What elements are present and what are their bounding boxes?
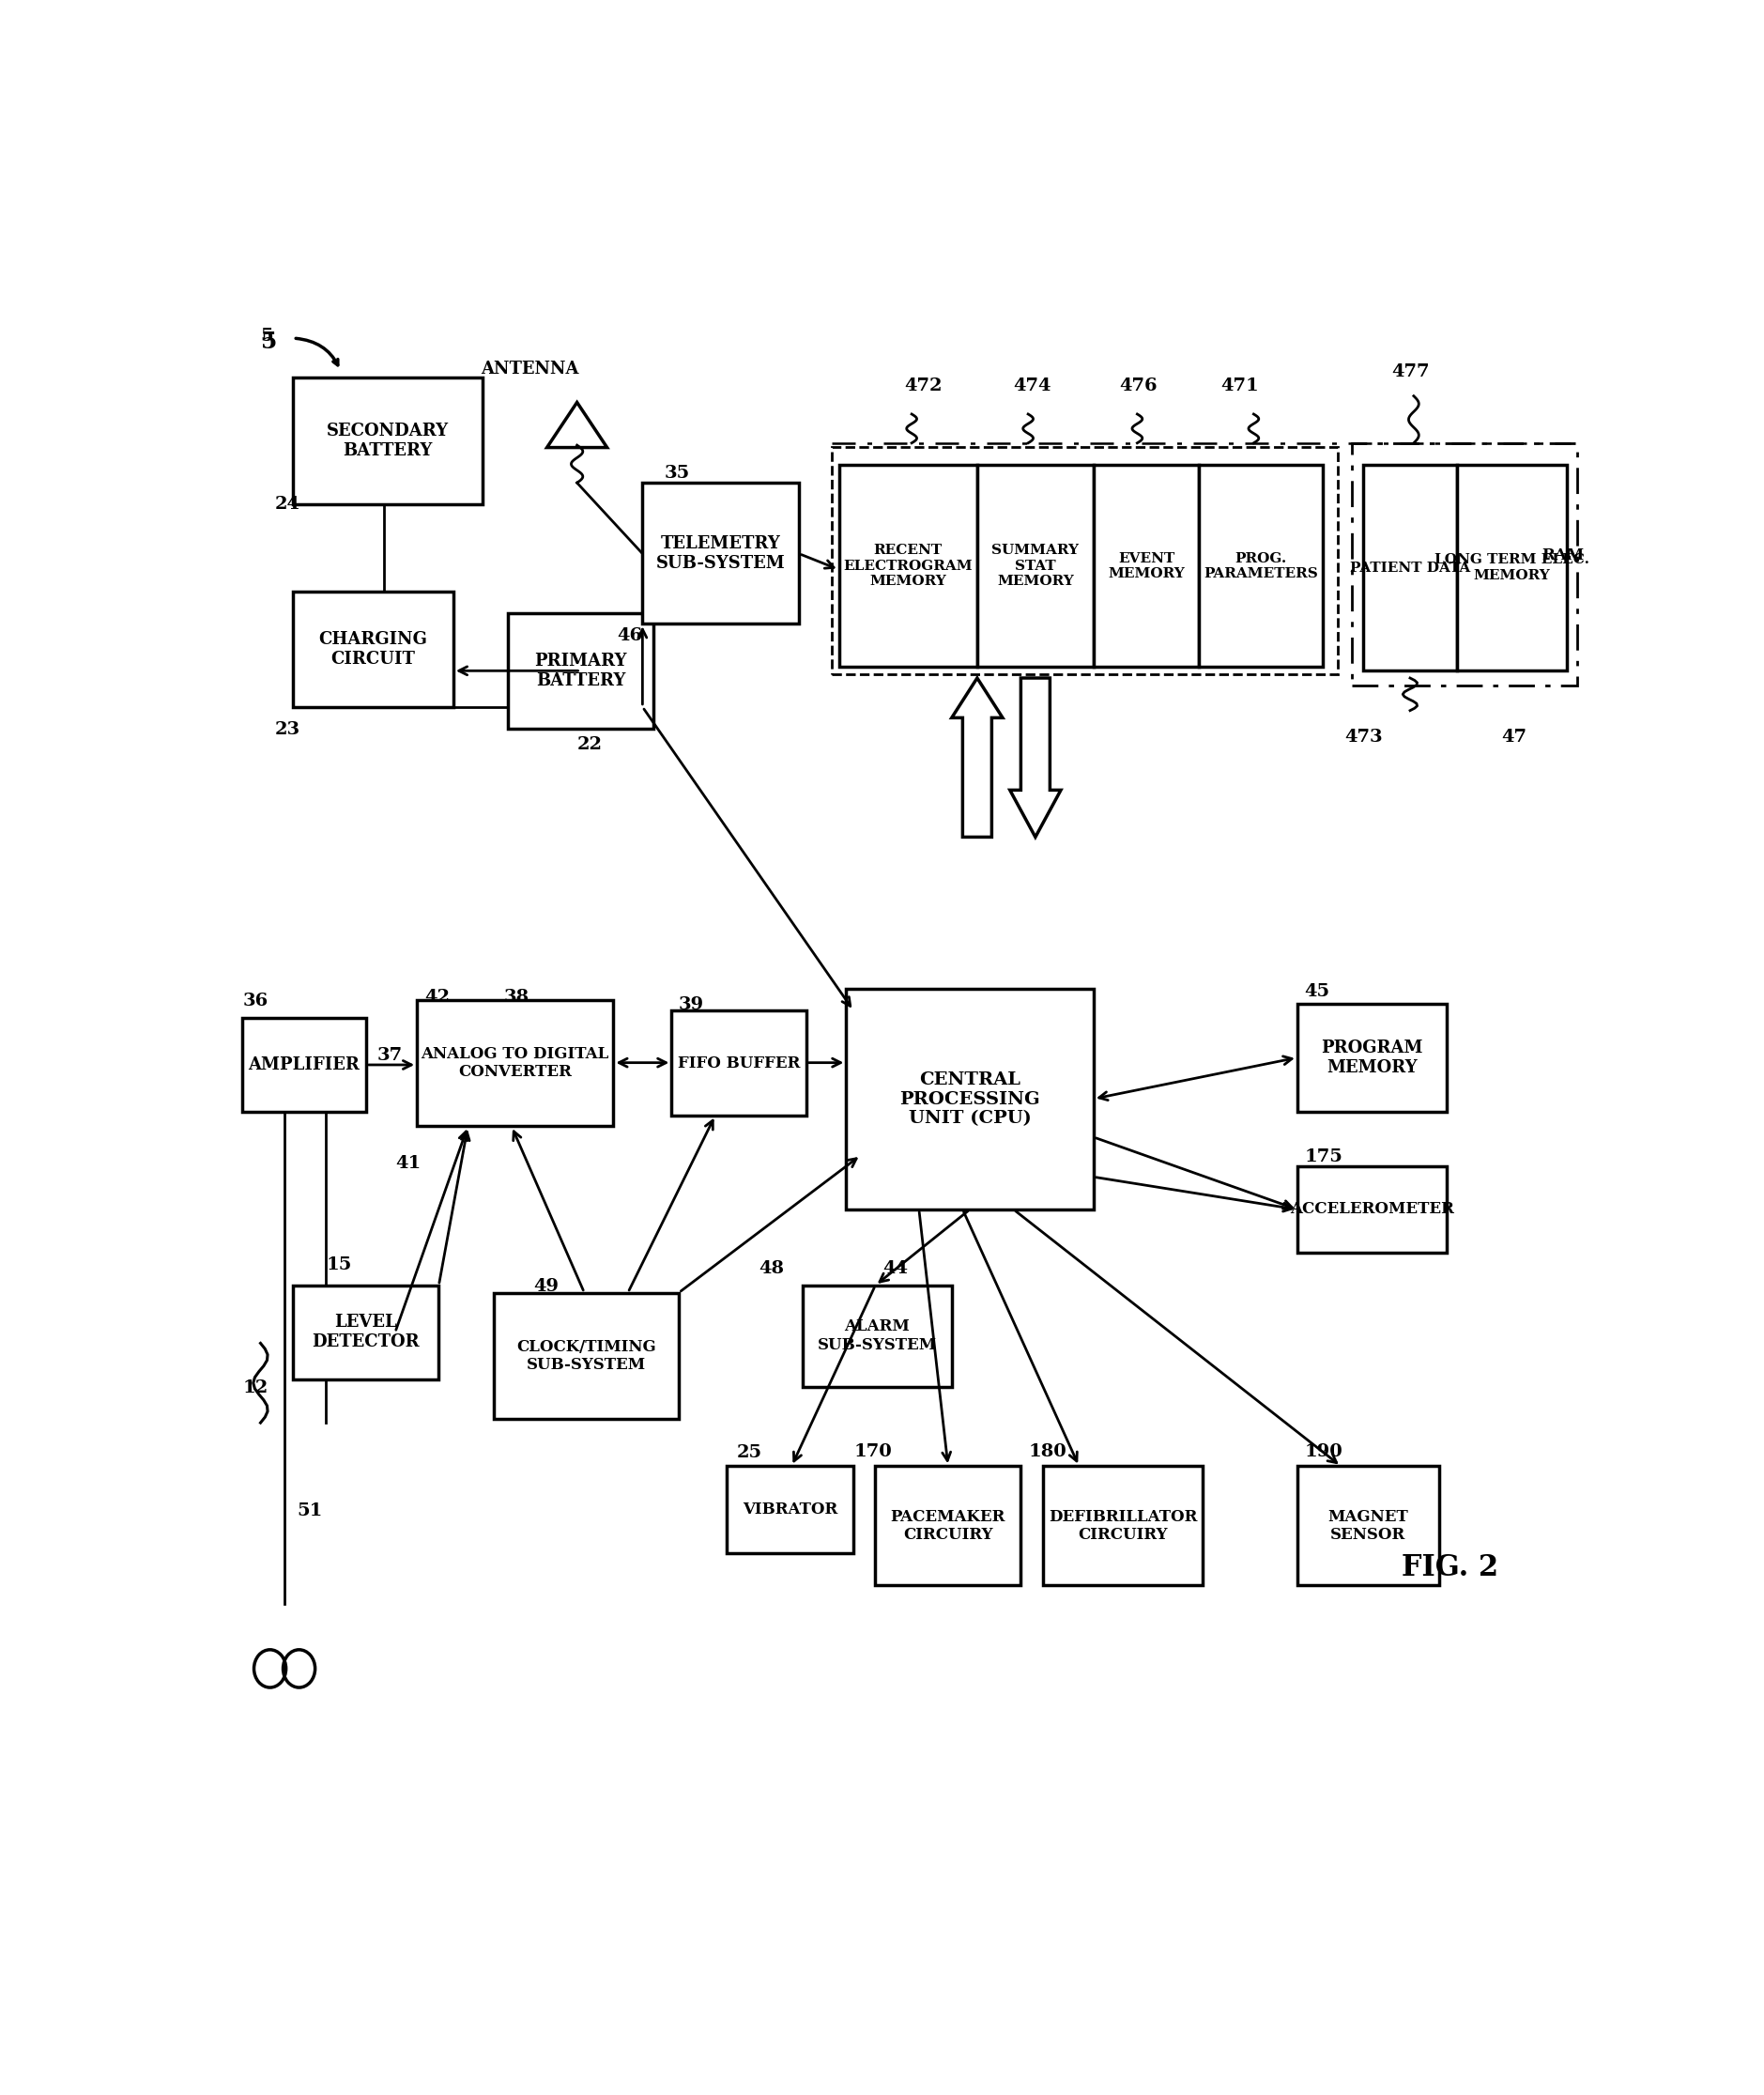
Text: 51: 51 [296,1502,323,1519]
Text: 170: 170 [854,1443,893,1460]
Bar [1043,1466,1203,1586]
Bar [1297,1466,1439,1586]
Text: 38: 38 [505,989,529,1006]
Text: 22: 22 [577,735,602,752]
Text: 24: 24 [275,497,300,513]
Text: 474: 474 [1014,377,1051,394]
Text: 48: 48 [759,1259,785,1278]
Text: VIBRATOR: VIBRATOR [743,1502,838,1517]
Text: PACEMAKER
CIRCUIRY: PACEMAKER CIRCUIRY [891,1508,1005,1544]
Text: ANALOG TO DIGITAL
CONVERTER: ANALOG TO DIGITAL CONVERTER [422,1045,609,1081]
Text: 45: 45 [1305,983,1330,999]
Text: 47: 47 [1501,729,1526,746]
Bar [508,614,653,729]
Bar [1364,465,1457,670]
Text: 190: 190 [1305,1443,1342,1460]
Bar [1297,1004,1446,1112]
Bar [494,1293,679,1418]
Bar [875,1466,1021,1586]
Bar [293,591,453,706]
Text: 25: 25 [737,1443,762,1462]
Bar [840,465,977,666]
Text: 477: 477 [1392,362,1431,381]
Text: CHARGING
CIRCUIT: CHARGING CIRCUIT [319,631,427,668]
Text: PROG.
PARAMETERS: PROG. PARAMETERS [1203,551,1318,580]
Text: 476: 476 [1118,377,1157,394]
Text: TELEMETRY
SUB-SYSTEM: TELEMETRY SUB-SYSTEM [656,534,785,572]
Text: 472: 472 [905,377,942,394]
Text: 37: 37 [377,1048,402,1064]
Bar [1094,465,1200,666]
Bar [672,1010,806,1115]
Text: ALARM
SUB-SYSTEM: ALARM SUB-SYSTEM [817,1320,937,1353]
Text: SECONDARY
BATTERY: SECONDARY BATTERY [326,423,448,459]
Text: LEVEL
DETECTOR: LEVEL DETECTOR [312,1314,420,1351]
Bar [847,989,1094,1209]
Bar [1200,465,1323,666]
Text: PROGRAM
MEMORY: PROGRAM MEMORY [1321,1039,1424,1077]
Text: 180: 180 [1028,1443,1067,1460]
Bar [642,482,799,624]
Text: 49: 49 [533,1278,559,1295]
Text: EVENT
MEMORY: EVENT MEMORY [1108,551,1185,580]
Bar [293,377,482,505]
Text: 41: 41 [395,1154,420,1171]
Bar [977,465,1094,666]
Text: 46: 46 [617,626,642,645]
Text: PRIMARY
BATTERY: PRIMARY BATTERY [534,652,626,689]
Text: SUMMARY
STAT
MEMORY: SUMMARY STAT MEMORY [991,545,1080,589]
Bar [831,446,1337,675]
Text: 471: 471 [1221,377,1259,394]
Text: FIFO BUFFER: FIFO BUFFER [677,1056,801,1071]
Text: RAM: RAM [1542,547,1584,564]
Bar [1297,1167,1446,1253]
Polygon shape [953,679,1002,838]
Bar [1351,442,1577,685]
Text: LONG TERM ELEC.
MEMORY: LONG TERM ELEC. MEMORY [1434,553,1589,582]
Text: RECENT
ELECTROGRAM
MEMORY: RECENT ELECTROGRAM MEMORY [843,545,972,589]
Text: FIG. 2: FIG. 2 [1402,1552,1498,1582]
Bar [803,1286,953,1387]
Polygon shape [1011,679,1060,838]
Text: 44: 44 [882,1259,908,1278]
Text: 12: 12 [242,1379,268,1395]
Bar [242,1018,365,1112]
Text: 175: 175 [1305,1148,1342,1165]
Text: 42: 42 [423,989,450,1006]
Text: MAGNET
SENSOR: MAGNET SENSOR [1328,1508,1408,1544]
Text: 5: 5 [261,327,273,344]
Text: DEFIBRILLATOR
CIRCUIRY: DEFIBRILLATOR CIRCUIRY [1048,1508,1198,1544]
Text: 36: 36 [242,993,268,1010]
Text: CLOCK/TIMING
SUB-SYSTEM: CLOCK/TIMING SUB-SYSTEM [517,1339,656,1372]
Bar [1457,465,1566,670]
Text: CENTRAL
PROCESSING
UNIT (CPU): CENTRAL PROCESSING UNIT (CPU) [900,1071,1041,1127]
Text: 39: 39 [679,995,704,1014]
Text: AMPLIFIER: AMPLIFIER [249,1056,360,1073]
Bar [416,999,614,1127]
Text: PATIENT DATA: PATIENT DATA [1349,561,1469,574]
Text: ANTENNA: ANTENNA [480,360,579,377]
Text: 473: 473 [1344,729,1383,746]
Text: 35: 35 [665,465,690,482]
Text: 23: 23 [275,721,300,737]
Bar [293,1286,439,1379]
Text: ACCELEROMETER: ACCELEROMETER [1289,1200,1454,1217]
Text: 15: 15 [326,1257,351,1274]
Bar [727,1466,854,1552]
Text: 5: 5 [261,331,277,354]
